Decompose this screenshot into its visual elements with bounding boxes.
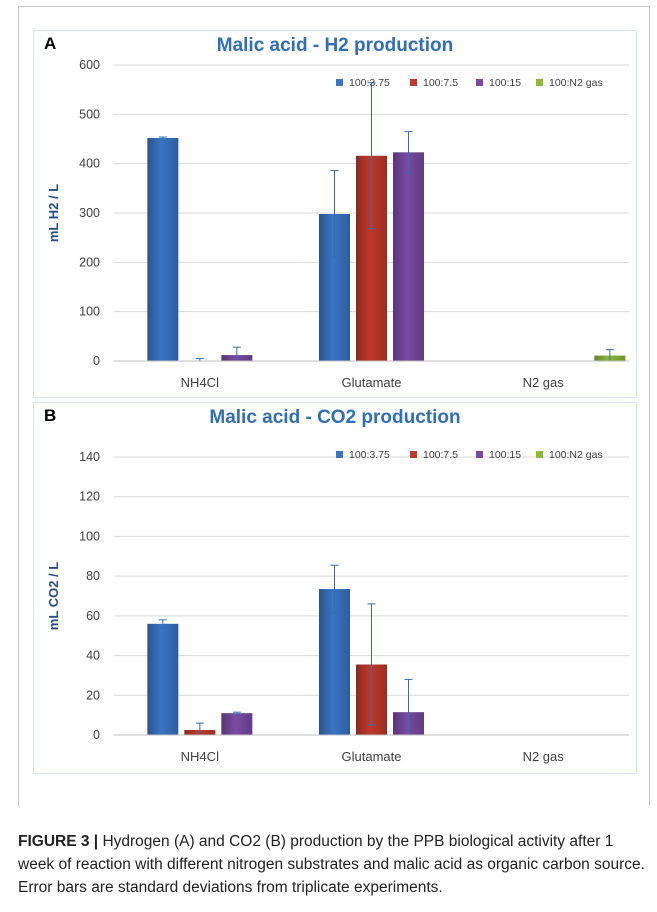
x-category-label: Glutamate: [342, 749, 402, 764]
legend-swatch: [336, 79, 343, 86]
y-tick-label: 200: [79, 255, 100, 269]
chart-a-svg: 0 100 200 300 400 500 600 mL H2 / L NH4Cl Glutama…: [46, 58, 629, 390]
caption-label: FIGURE 3 |: [18, 833, 99, 850]
bar-100-3-75-nh4cl: [147, 138, 179, 361]
y-tick-label: 400: [79, 157, 100, 171]
y-tick-label: 60: [86, 609, 100, 623]
x-category-label: N2 gas: [523, 749, 565, 764]
caption-text: Hydrogen (A) and CO2 (B) production by t…: [18, 833, 645, 896]
chart-title-b: Malic acid - CO2 production: [209, 407, 461, 428]
figure-frame: [18, 6, 650, 806]
y-tick-label: 20: [86, 688, 100, 702]
legend-label: 100:3.75: [349, 77, 390, 89]
legend-label: 100:3.75: [349, 449, 390, 461]
legend-label: 100:N2 gas: [549, 77, 603, 89]
y-tick-label: 40: [86, 649, 100, 663]
bar-100-3-75-nh4cl: [147, 623, 179, 735]
y-axis-label: mL CO2 / L: [46, 562, 61, 630]
panel-letter-b: B: [44, 406, 57, 425]
legend-label: 100:7.5: [423, 77, 458, 89]
legend-swatch: [336, 451, 343, 458]
y-axis-label: mL H2 / L: [46, 184, 61, 242]
bar-100-15-glutamate: [393, 152, 424, 361]
chart-b-svg: 0 20 40 60 80 100 120 140 mL CO2 / L NH4Cl Glutama…: [46, 449, 629, 764]
x-category-label: N2 gas: [523, 375, 565, 390]
panel-letter-a: A: [44, 34, 57, 53]
legend-swatch: [536, 79, 543, 86]
y-tick-label: 0: [93, 354, 100, 368]
y-tick-label: 100: [79, 305, 100, 319]
legend-label: 100:15: [489, 449, 521, 461]
bar-100-15-nh4cl: [221, 713, 253, 735]
y-tick-label: 120: [79, 490, 100, 504]
legend-swatch: [536, 451, 543, 458]
legend-swatch: [410, 451, 417, 458]
y-tick-label: 0: [93, 728, 100, 742]
legend-swatch: [410, 79, 417, 86]
x-category-label: Glutamate: [342, 375, 402, 390]
y-tick-label: 600: [79, 58, 100, 72]
legend-label: 100:7.5: [423, 449, 458, 461]
legend-label: 100:15: [489, 77, 521, 89]
chart-panel-a: A Malic acid - H2 production 0 100 200 300 4…: [33, 30, 637, 398]
chart-title-a: Malic acid - H2 production: [216, 35, 454, 56]
y-tick-label: 500: [79, 107, 100, 121]
y-tick-label: 140: [79, 450, 100, 464]
y-tick-label: 80: [86, 569, 100, 583]
y-tick-label: 300: [79, 206, 100, 220]
figure-caption: FIGURE 3 | Hydrogen (A) and CO2 (B) prod…: [18, 830, 648, 899]
y-tick-label: 100: [79, 529, 100, 543]
legend-label: 100:N2 gas: [549, 449, 603, 461]
x-category-label: NH4Cl: [181, 375, 219, 390]
chart-panel-b: B Malic acid - CO2 production 0 20 40 60 80 1…: [33, 402, 637, 774]
legend-swatch: [476, 451, 483, 458]
legend-swatch: [476, 79, 483, 86]
x-category-label: NH4Cl: [181, 749, 219, 764]
